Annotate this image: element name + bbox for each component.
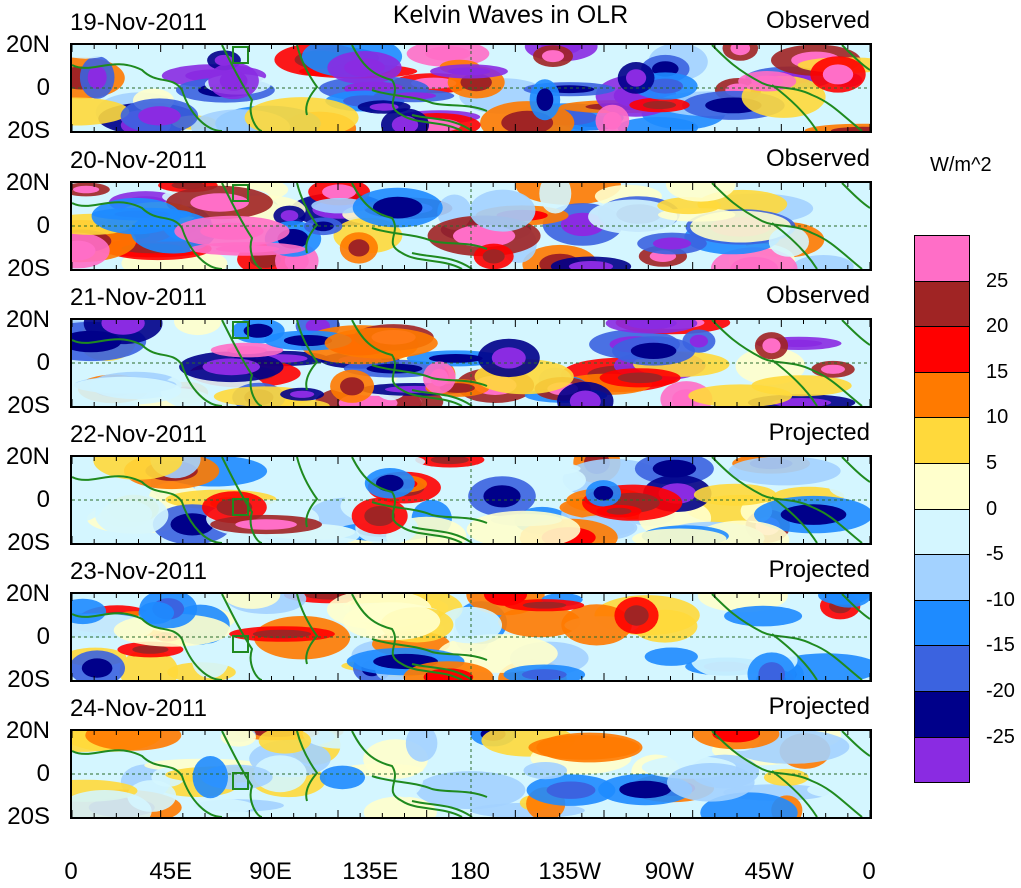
colorbar-level-label: 25 (986, 269, 1009, 292)
colorbar-level-label: 10 (986, 406, 1009, 429)
panel-date: 21-Nov-2011 (70, 284, 207, 311)
colorbar-swatch (914, 736, 970, 784)
colorbar-level-label: 20 (986, 315, 1009, 338)
longitude-label: 45W (744, 858, 794, 885)
longitude-label: 90W (644, 858, 695, 885)
longitude-label: 135W (538, 858, 602, 885)
latitude-label: 20N (5, 580, 50, 607)
latitude-label: 20N (5, 717, 50, 744)
olr-anomaly-map (70, 455, 872, 545)
longitude-label: 45E (149, 858, 193, 885)
latitude-label: 20S (7, 392, 50, 419)
colorbar-level-label: -25 (986, 725, 1015, 748)
latitude-label: 0 (36, 212, 50, 239)
longitude-label: 90E (249, 858, 292, 885)
panel-status: Observed (765, 7, 870, 34)
page-title: Kelvin Waves in OLR (392, 1, 629, 29)
colorbar-swatch (914, 326, 970, 373)
olr-anomaly-map (70, 181, 872, 271)
map-panel: 23-Nov-2011 Projected 20N 0 20S (0, 556, 1021, 696)
panel-date: 24-Nov-2011 (70, 695, 207, 722)
colorbar-level-label: 15 (986, 360, 1009, 383)
panel-status: Observed (765, 282, 870, 309)
panel-status: Projected (768, 419, 870, 446)
longitude-label: 135E (342, 858, 399, 885)
longitude-label: 180 (449, 858, 491, 885)
legend-units: W/m^2 (930, 154, 992, 176)
colorbar-level-label: -20 (986, 680, 1015, 702)
latitude-label: 20N (5, 31, 50, 58)
map-panel: 19-Nov-2011 Observed 20N 0 20S (0, 7, 1021, 147)
latitude-label: 20N (5, 306, 50, 333)
latitude-label: 0 (36, 486, 50, 513)
colorbar-swatch (914, 280, 970, 328)
colorbar-swatch (914, 645, 970, 692)
colorbar (914, 235, 970, 784)
longitude-label: 0 (862, 858, 876, 885)
latitude-label: 0 (36, 74, 50, 101)
olr-anomaly-map (70, 43, 872, 133)
map-panel: 22-Nov-2011 Projected 20N 0 20S (0, 419, 1021, 559)
olr-anomaly-map (70, 318, 872, 408)
latitude-label: 0 (36, 349, 50, 376)
colorbar-swatch (914, 371, 970, 419)
colorbar-swatch (914, 463, 970, 510)
latitude-label: 20S (7, 803, 50, 830)
map-panel: 21-Nov-2011 Observed 20N 0 20S (0, 282, 1021, 422)
latitude-label: 20S (7, 255, 50, 282)
longitude-label: 0 (64, 858, 78, 885)
colorbar-swatch (914, 599, 970, 647)
colorbar-level-label: -5 (986, 543, 1004, 566)
longitude-axis: 0 45E 90E 135E 180 135W 90W 45W 0 (0, 858, 1021, 888)
latitude-label: 20N (5, 443, 50, 470)
panel-date: 20-Nov-2011 (70, 147, 207, 174)
colorbar-swatch (914, 235, 970, 282)
map-panel: 24-Nov-2011 Projected 20N 0 20S (0, 693, 1021, 833)
colorbar-level-label: 5 (986, 452, 998, 474)
latitude-label: 20N (5, 169, 50, 196)
colorbar-swatch (914, 691, 970, 738)
colorbar-level-label: -10 (986, 588, 1015, 611)
olr-anomaly-map (70, 729, 872, 819)
latitude-label: 20S (7, 529, 50, 556)
colorbar-swatch (914, 554, 970, 601)
panel-date: 19-Nov-2011 (70, 9, 207, 36)
colorbar-level-label: -15 (986, 634, 1015, 657)
colorbar-level-label: 0 (986, 497, 998, 520)
panel-status: Projected (768, 556, 870, 583)
panel-status: Projected (768, 693, 870, 720)
map-panel: 20-Nov-2011 Observed 20N 0 20S (0, 145, 1021, 285)
olr-anomaly-map (70, 592, 872, 682)
colorbar-swatch (914, 508, 970, 556)
panel-date: 22-Nov-2011 (70, 421, 207, 448)
latitude-label: 20S (7, 666, 50, 693)
colorbar-swatch (914, 417, 970, 464)
panel-date: 23-Nov-2011 (70, 558, 207, 585)
latitude-label: 0 (36, 623, 50, 650)
panel-status: Observed (765, 145, 870, 172)
latitude-label: 20S (7, 117, 50, 144)
latitude-label: 0 (36, 760, 50, 787)
